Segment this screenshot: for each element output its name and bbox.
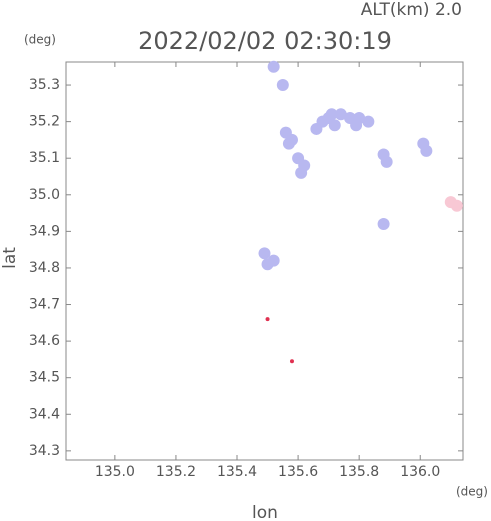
y-tick-label: 34.4	[29, 406, 60, 422]
y-tick-label: 35.2	[29, 114, 60, 130]
echo-point	[450, 199, 463, 212]
y-unit: (deg)	[24, 33, 56, 47]
x-tick-label: 135.4	[217, 464, 257, 480]
echo-point	[265, 317, 270, 322]
plot-frame	[65, 61, 464, 461]
echo-point	[420, 144, 433, 157]
y-tick-label: 34.3	[29, 443, 60, 459]
y-tick-label: 34.7	[29, 297, 60, 313]
y-tick-label: 35.3	[29, 77, 60, 93]
echo-point	[380, 155, 393, 168]
echo-point	[322, 111, 335, 124]
echo-point	[295, 166, 308, 179]
y-axis-label: lat	[0, 247, 20, 269]
echo-point	[282, 137, 295, 150]
echo-point	[334, 108, 347, 121]
y-tick-label: 34.8	[29, 260, 60, 276]
echo-point	[362, 115, 375, 128]
echo-point	[377, 218, 390, 231]
x-tick-label: 136.0	[400, 464, 440, 480]
echo-point	[289, 359, 294, 364]
echo-point	[267, 60, 280, 73]
echo-point	[258, 247, 271, 260]
y-tick-label: 34.9	[29, 223, 60, 239]
x-unit: (deg)	[456, 485, 488, 499]
echo-point	[276, 79, 289, 92]
y-tick-label: 35.0	[29, 187, 60, 203]
x-tick-label: 135.2	[156, 464, 196, 480]
y-tick-label: 35.1	[29, 150, 60, 166]
y-tick-label: 34.5	[29, 370, 60, 386]
x-tick-label: 135.6	[278, 464, 318, 480]
x-tick-label: 135.8	[339, 464, 379, 480]
echo-point	[350, 119, 363, 132]
chart-title: 2022/02/02 02:30:19	[138, 27, 392, 55]
x-axis-label: lon	[252, 503, 278, 521]
echo-point	[267, 254, 280, 267]
y-tick-label: 34.6	[29, 333, 60, 349]
subtitle: ALT(km) 2.0	[361, 0, 462, 20]
x-tick-label: 135.0	[95, 464, 135, 480]
